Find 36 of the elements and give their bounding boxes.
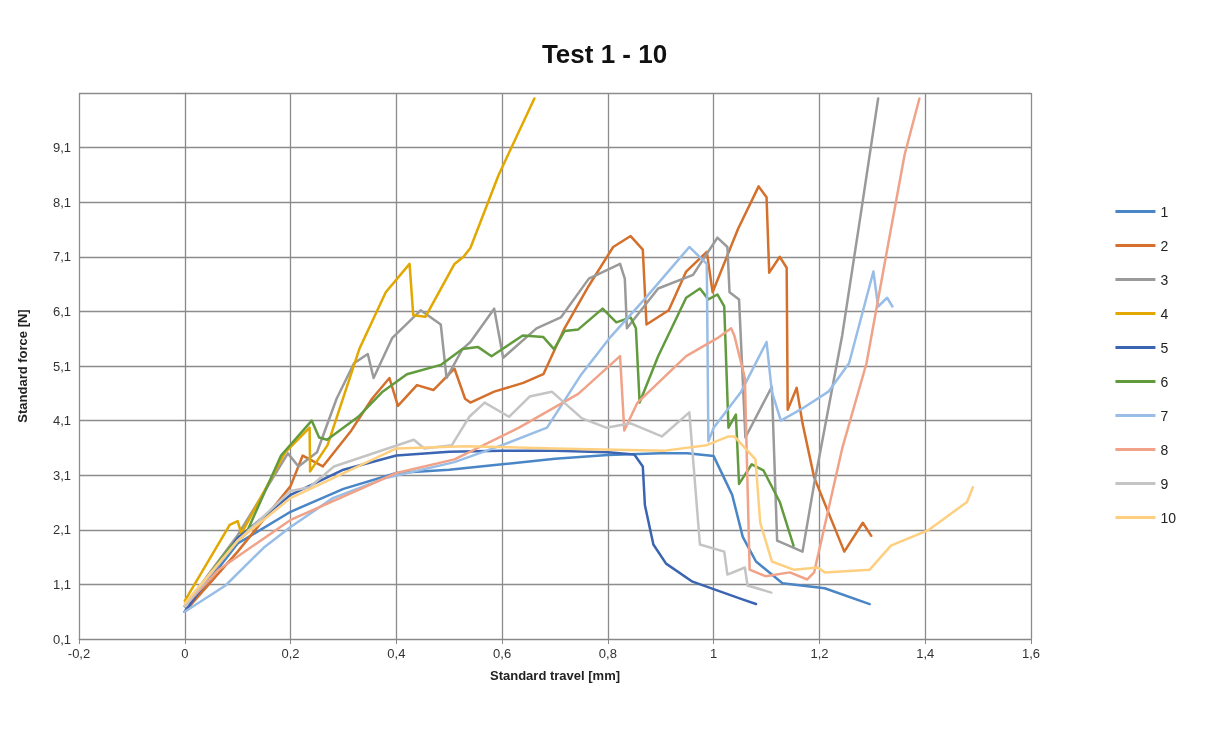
line-series [183,245,894,613]
legend-label: 4 [1160,305,1169,322]
x-tick-label: 0,6 [493,646,512,661]
x-tick-label: 1 [710,646,718,661]
legend-label: 2 [1160,237,1169,254]
y-tick-label: 7,1 [52,249,71,265]
x-tick-label: 1,6 [1021,646,1041,661]
x-tick-label: 1,4 [916,646,935,661]
y-axis-title: Standard force [N] [15,309,30,423]
x-axis-title: Standard travel [mm] [489,668,621,683]
legend-label: 8 [1160,441,1169,458]
x-tick-label: 0 [181,646,189,661]
x-tick-label: 0,8 [598,646,617,661]
line-series [183,435,975,605]
x-tick-label: 0,2 [281,646,300,661]
y-tick-label: 5,1 [52,358,71,374]
legend-label: 3 [1160,271,1169,288]
x-tick-label: -0,2 [67,646,91,661]
y-tick-label: 4,1 [52,413,71,429]
y-tick-label: 8,1 [52,194,71,210]
x-tick-label: 1,2 [810,646,829,661]
y-tick-label: 2,1 [52,522,71,538]
y-tick-label: 3,1 [52,467,71,483]
y-tick-label: 9,1 [52,140,71,156]
y-tick-label: 6,1 [52,303,71,319]
line-series [183,97,536,603]
chart-title: Test 1 - 10 [541,39,668,69]
legend-label: 5 [1160,339,1169,356]
y-tick-label: 0,1 [52,631,71,647]
legend-label: 1 [1160,203,1169,220]
legend-label: 7 [1160,407,1169,424]
y-tick-label: 1,1 [52,576,71,592]
legend-label: 9 [1160,475,1169,492]
legend-label: 10 [1160,509,1177,526]
legend-label: 6 [1160,373,1169,390]
x-tick-label: 0,4 [387,646,406,661]
